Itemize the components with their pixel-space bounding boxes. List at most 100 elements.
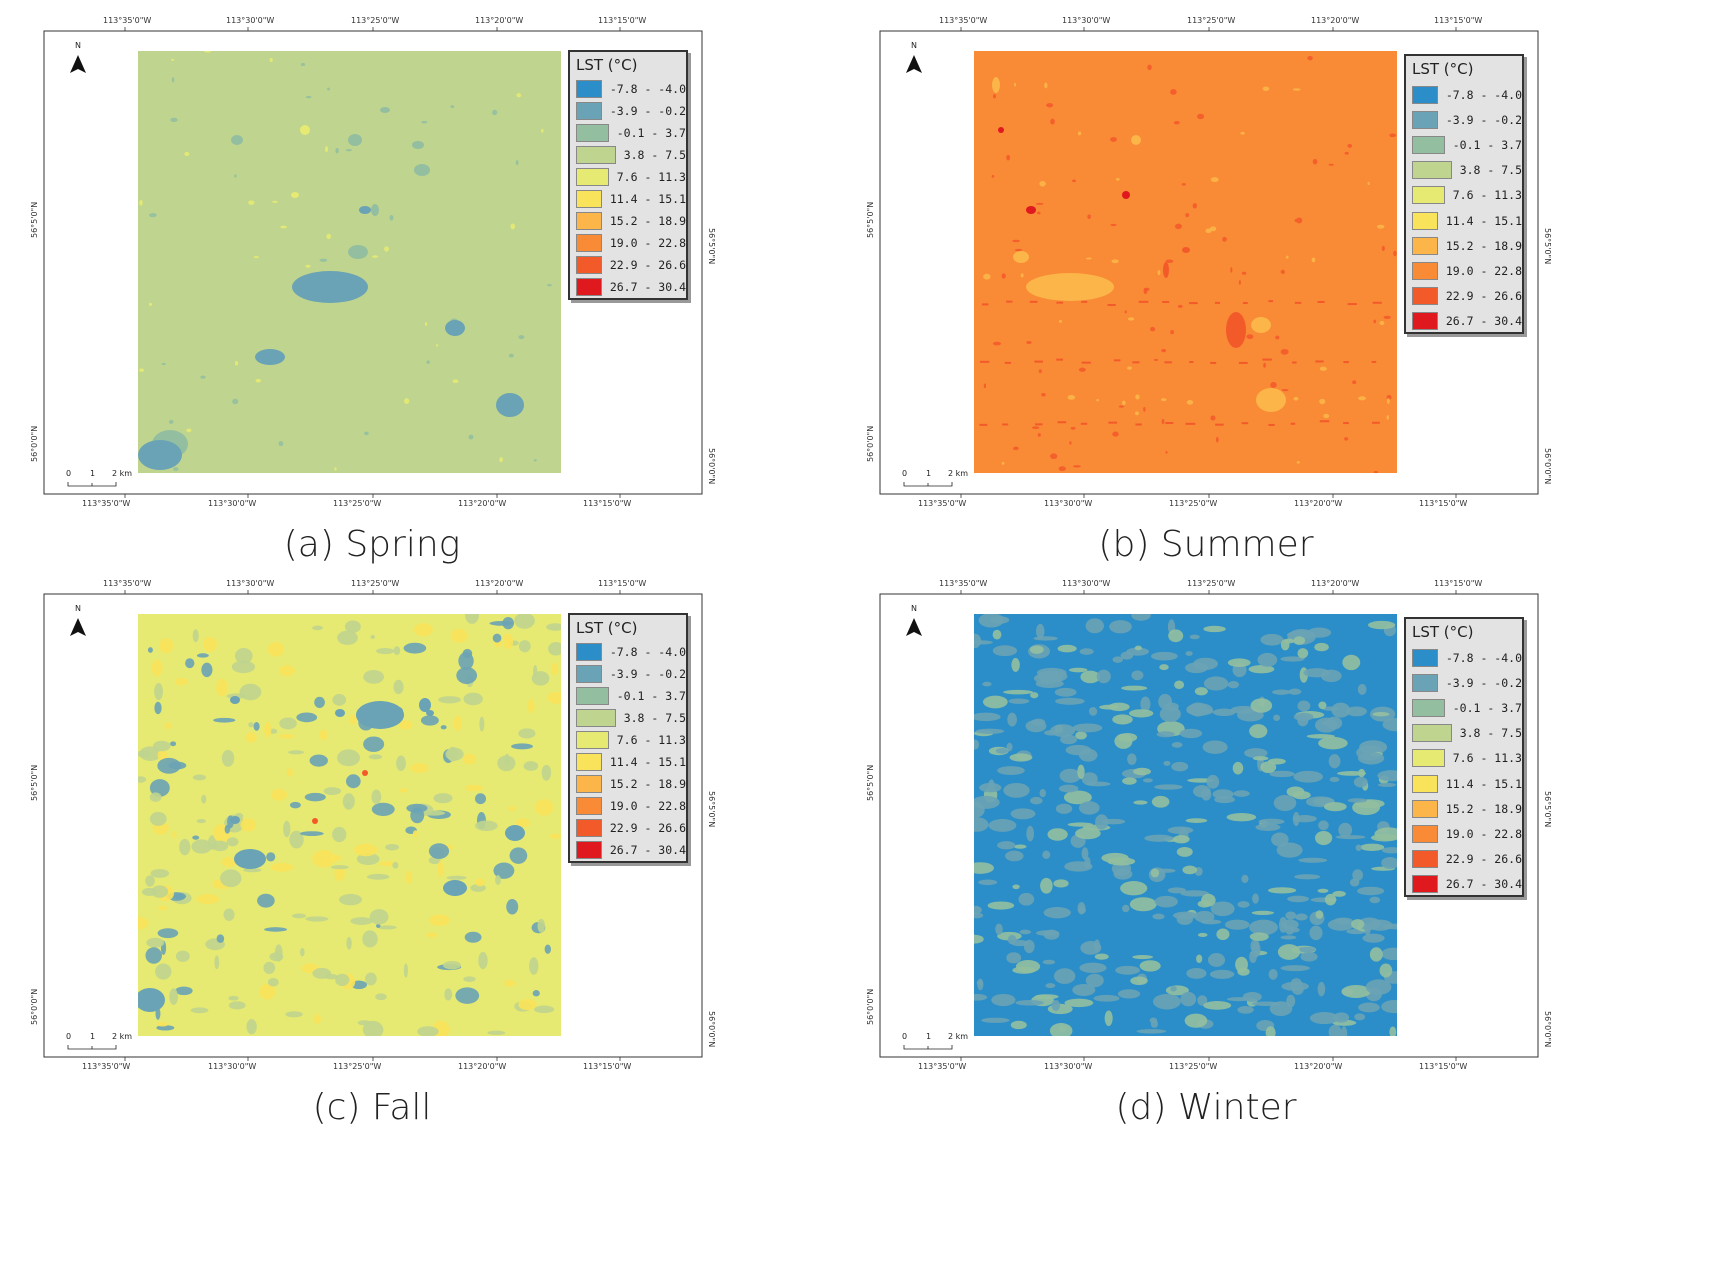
legend-label: 19.0 - 22.8 [1445, 826, 1522, 841]
raster-patch [1050, 118, 1055, 125]
legend-item: 26.7 - 30.4 [1412, 309, 1522, 334]
raster-patch [974, 993, 988, 1001]
raster-patch [1110, 137, 1117, 142]
raster-patch [1377, 770, 1397, 782]
raster-patch [216, 678, 228, 697]
raster-patch [200, 375, 206, 379]
raster-patch [1110, 223, 1117, 227]
raster-patch [1359, 843, 1385, 851]
legend-item: 7.6 - 11.3 [1412, 746, 1522, 771]
raster-patch [1008, 698, 1030, 704]
raster-patch [1252, 893, 1259, 904]
raster-patch [220, 869, 242, 888]
raster-patch [511, 743, 533, 750]
raster-patch [1344, 437, 1349, 441]
bottom-tick-label: 113°35'0"W [918, 1062, 967, 1071]
raster-patch [155, 963, 172, 980]
top-tick-label: 113°25'0"W [351, 579, 400, 588]
raster-patch [1085, 781, 1111, 787]
top-tick-label: 113°15'0"W [1434, 16, 1483, 25]
raster-patch [314, 696, 325, 709]
legend-swatch [1412, 312, 1438, 331]
raster-patch [171, 77, 175, 83]
raster-patch [1256, 388, 1286, 412]
raster-patch [549, 833, 561, 839]
raster-patch [1135, 423, 1142, 426]
raster-patch [202, 636, 217, 652]
raster-patch [1297, 700, 1311, 712]
raster-patch [414, 164, 430, 176]
raster-patch [981, 1017, 1010, 1023]
raster-patch [1069, 441, 1072, 445]
raster-patch [1287, 895, 1310, 903]
raster-patch [1344, 151, 1349, 155]
raster-patch [1077, 764, 1085, 779]
raster-patch [1127, 753, 1137, 765]
raster-patch [974, 862, 994, 874]
raster-patch [987, 901, 1015, 910]
raster-patch [983, 383, 987, 389]
raster-patch [332, 826, 347, 843]
legend-item: -0.1 - 3.7 [576, 122, 686, 144]
raster-patch [1038, 369, 1042, 374]
raster-patch [1131, 670, 1144, 681]
raster-patch [1249, 724, 1268, 739]
raster-patch [1317, 300, 1325, 303]
raster-patch [1003, 689, 1033, 695]
raster-patch [547, 691, 561, 704]
legend-item: 3.8 - 7.5 [576, 144, 686, 166]
raster-patch [991, 174, 995, 178]
scale-bar [67, 482, 117, 487]
raster-patch [499, 457, 503, 463]
legend-swatch [1412, 673, 1438, 692]
right-tick-label: 56°5'0"N [1543, 228, 1552, 265]
raster-patch [226, 837, 239, 847]
raster-patch [1120, 881, 1148, 896]
lst-raster [974, 614, 1397, 1036]
raster-patch [1362, 933, 1385, 943]
raster-patch [1297, 714, 1309, 727]
raster-patch [350, 917, 373, 925]
raster-patch [1251, 910, 1275, 915]
raster-patch [1324, 893, 1337, 906]
legend-item: 22.9 - 26.6 [1412, 284, 1522, 309]
raster-patch [1019, 929, 1032, 935]
raster-patch [174, 677, 188, 686]
raster-patch [1153, 358, 1159, 361]
raster-patch [1078, 748, 1098, 762]
raster-patch [1144, 834, 1174, 842]
legend-swatch [576, 731, 609, 749]
raster-patch [263, 961, 276, 975]
raster-patch [1241, 271, 1247, 275]
raster-patch [185, 658, 195, 669]
raster-patch [1152, 913, 1165, 920]
legend-item: 15.2 - 18.9 [576, 773, 686, 795]
legend-swatch [576, 212, 602, 230]
scale-bar-label: 2 km [948, 469, 969, 478]
raster-patch [1107, 303, 1116, 306]
raster-patch [1156, 731, 1175, 738]
raster-patch [1342, 654, 1361, 671]
raster-patch [362, 930, 378, 948]
raster-patch [223, 908, 235, 921]
raster-patch [537, 918, 546, 933]
legend-label: 22.9 - 26.6 [1445, 852, 1522, 867]
raster-patch [1328, 754, 1341, 769]
raster-patch [279, 665, 295, 677]
raster-patch [231, 135, 243, 145]
raster-patch [1112, 431, 1119, 437]
raster-patch [1161, 348, 1167, 353]
raster-patch [1006, 300, 1013, 303]
legend-item: 26.7 - 30.4 [1412, 872, 1522, 897]
raster-patch [403, 963, 408, 978]
raster-patch [309, 754, 328, 767]
raster-patch [492, 633, 502, 643]
scale-bar-label: 2 km [112, 1032, 133, 1041]
raster-patch [344, 620, 361, 633]
legend-label: 19.0 - 22.8 [609, 236, 686, 250]
raster-patch [992, 629, 1002, 640]
raster-patch [337, 630, 358, 645]
raster-patch [1176, 913, 1193, 925]
raster-patch [1292, 88, 1301, 91]
raster-patch [1053, 968, 1076, 984]
